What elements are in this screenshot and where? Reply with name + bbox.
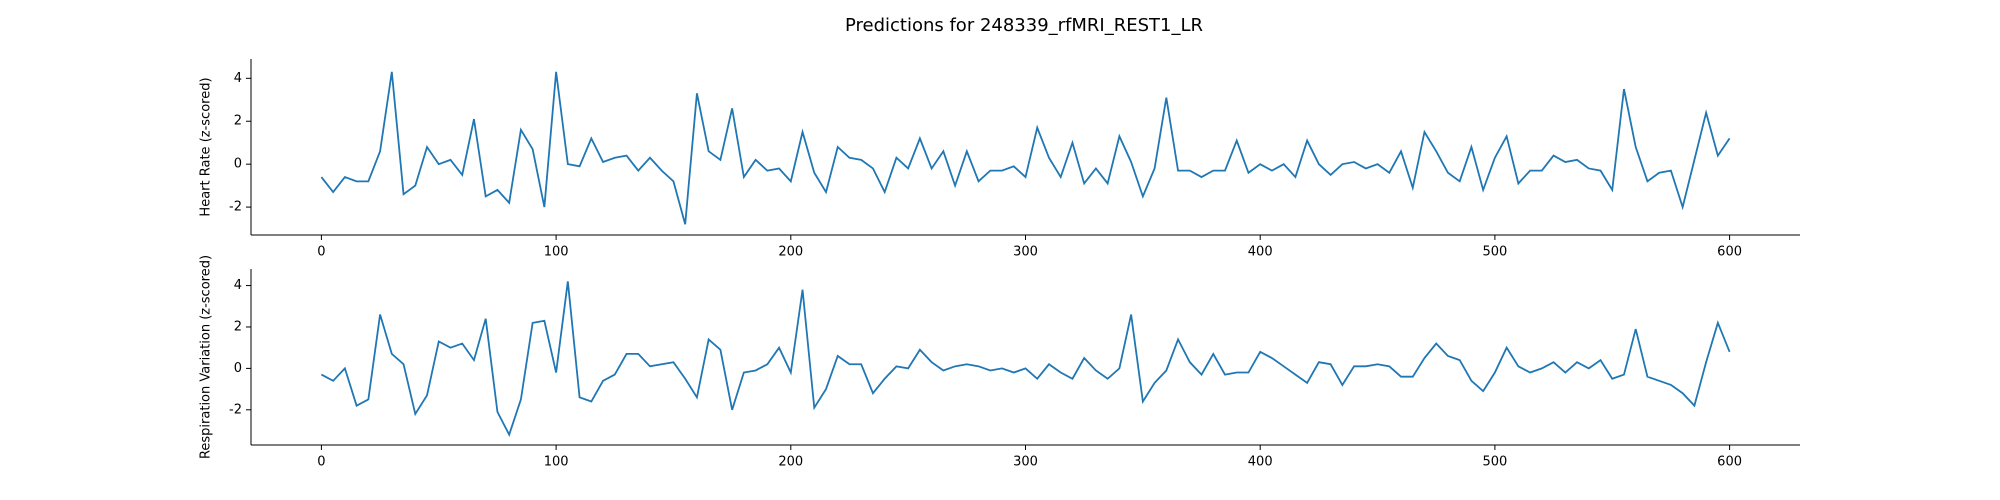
x-tick-label: 400 (1248, 455, 1273, 470)
figure-title: Predictions for 248339_rfMRI_REST1_LR (845, 15, 1203, 36)
x-tick-label: 500 (1482, 245, 1507, 260)
y-tick-label: 0 (234, 157, 242, 172)
x-tick-label: 200 (778, 245, 803, 260)
x-tick-label: 0 (317, 245, 325, 260)
y-tick-label: 2 (234, 319, 242, 334)
x-tick-label: 500 (1482, 455, 1507, 470)
y-tick-label: -2 (229, 200, 242, 215)
y-tick-label: 2 (234, 114, 242, 129)
x-tick-label: 100 (544, 455, 569, 470)
y-axis-label: Heart Rate (z-scored) (199, 77, 214, 216)
y-tick-label: -2 (229, 402, 242, 417)
x-tick-label: 600 (1717, 455, 1742, 470)
y-tick-label: 0 (234, 361, 242, 376)
data-line (320, 71, 1731, 225)
y-tick-label: 4 (234, 71, 242, 86)
x-tick-label: 100 (544, 245, 569, 260)
x-tick-label: 200 (778, 455, 803, 470)
x-tick-label: 400 (1248, 245, 1273, 260)
x-tick-label: 0 (317, 455, 325, 470)
x-tick-label: 300 (1013, 455, 1038, 470)
x-tick-label: 300 (1013, 245, 1038, 260)
y-tick-label: 4 (234, 278, 242, 293)
x-tick-label: 600 (1717, 245, 1742, 260)
y-axis-label: Respiration Variation (z-scored) (199, 255, 214, 459)
data-line (320, 281, 1731, 437)
